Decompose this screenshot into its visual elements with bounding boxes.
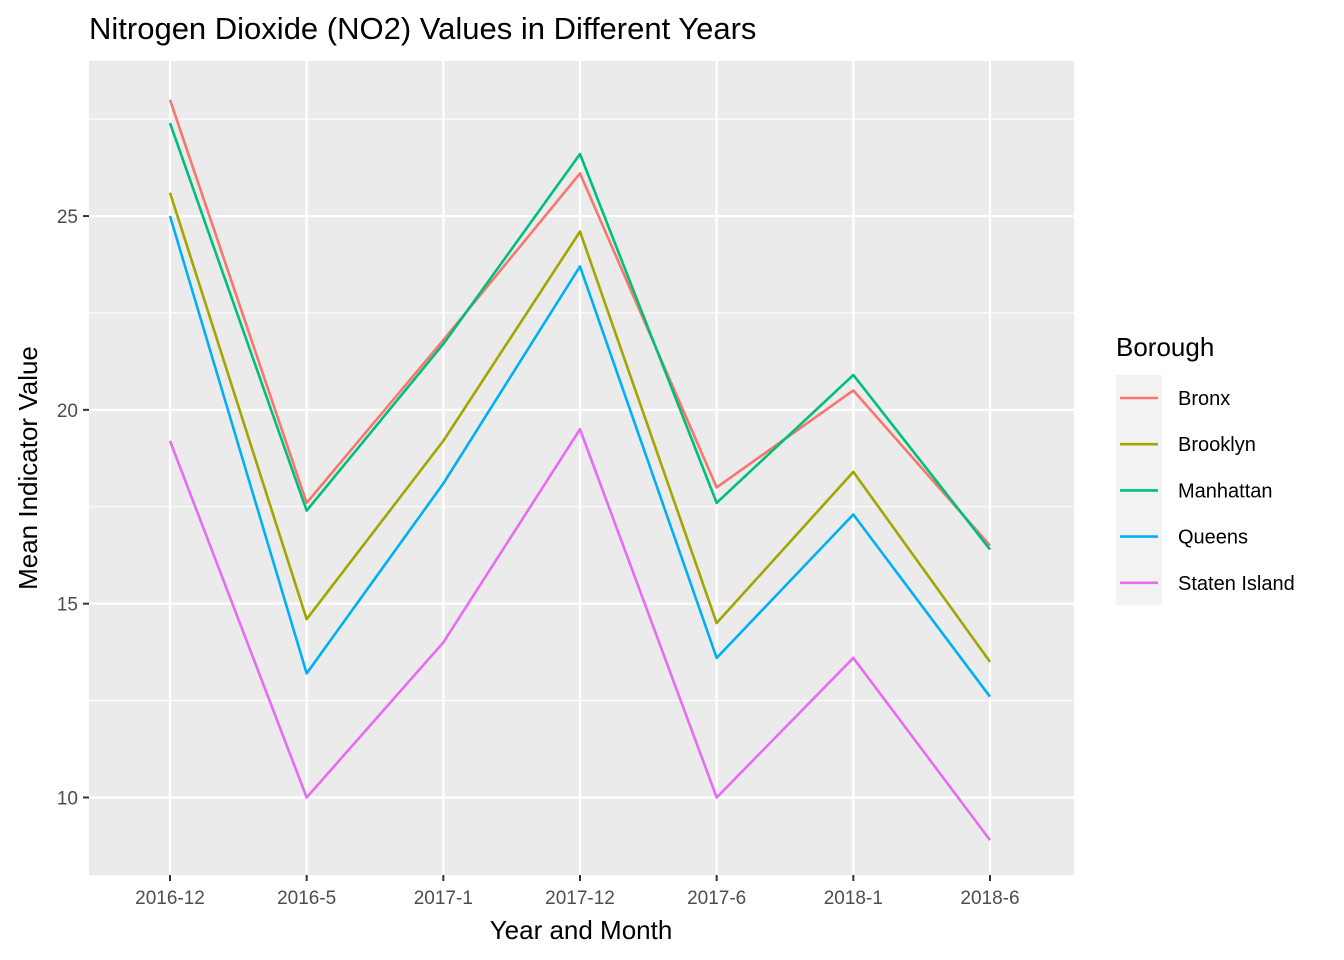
legend-label-staten-island: Staten Island — [1178, 573, 1295, 595]
x-axis-ticks: 2016-12 2016-5 2017-1 2017-12 2017-6 2018-1 20… — [135, 875, 1020, 909]
series-line-brooklyn — [168, 192, 992, 663]
series-line-bronx — [168, 99, 991, 547]
y-tick-label: 10 — [57, 788, 78, 809]
legend-label-brooklyn: Brooklyn — [1178, 434, 1256, 456]
x-tick-label: 2016-5 — [277, 888, 336, 909]
series-line-staten-island — [168, 427, 992, 841]
chart-title: Nitrogen Dioxide (NO2) Values in Differe… — [89, 11, 756, 46]
series-line-manhattan — [168, 122, 992, 551]
legend-label-manhattan: Manhattan — [1178, 480, 1273, 502]
legend: Borough Bronx Brooklyn Manhattan Queens Stat… — [1116, 332, 1295, 605]
y-axis-title: Mean Indicator Value — [13, 346, 43, 590]
x-tick-label: 2018-6 — [960, 888, 1019, 909]
x-tick-label: 2017-12 — [545, 888, 615, 909]
legend-items: Bronx Brooklyn Manhattan Queens Staten Islan… — [1120, 388, 1295, 595]
legend-title: Borough — [1116, 332, 1214, 362]
x-tick-label: 2018-1 — [824, 888, 883, 909]
minor-gridlines — [89, 118, 1074, 702]
legend-label-queens: Queens — [1178, 527, 1248, 549]
y-axis-ticks: 10 15 20 25 — [57, 207, 89, 809]
series-lines — [168, 99, 992, 841]
y-tick-label: 25 — [57, 207, 78, 228]
x-axis-title: Year and Month — [490, 915, 673, 945]
y-tick-label: 20 — [57, 401, 78, 422]
legend-label-bronx: Bronx — [1178, 388, 1230, 410]
series-line-queens — [168, 215, 992, 698]
x-tick-label: 2017-6 — [687, 888, 746, 909]
x-tick-label: 2017-1 — [414, 888, 473, 909]
plot-panel — [89, 61, 1074, 875]
x-tick-label: 2016-12 — [135, 888, 205, 909]
y-tick-label: 15 — [57, 595, 78, 616]
